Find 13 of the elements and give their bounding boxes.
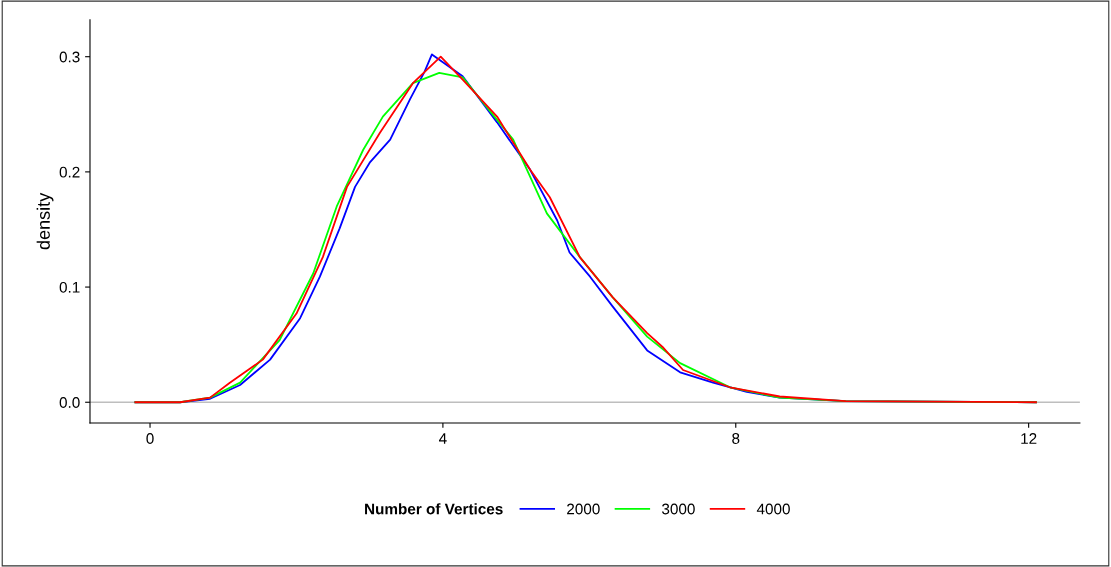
y-tick-label: 0.1 [59,281,80,293]
x-tick-label: 8 [732,433,740,444]
y-tick-label: 0.0 [59,397,80,408]
x-tick-label: 4 [439,433,447,444]
legend-label: 3000 [662,503,695,515]
y-axis-title: density [36,192,54,250]
y-tick-label: 0.3 [59,51,80,63]
legend-label: 4000 [756,503,790,515]
x-tick-label: 12 [1021,433,1037,444]
legend-title: Number of Vertices [365,503,503,515]
y-tick-label: 0.2 [59,166,80,178]
legend-label: 2000 [567,503,600,515]
x-tick-label: 0 [146,433,154,444]
